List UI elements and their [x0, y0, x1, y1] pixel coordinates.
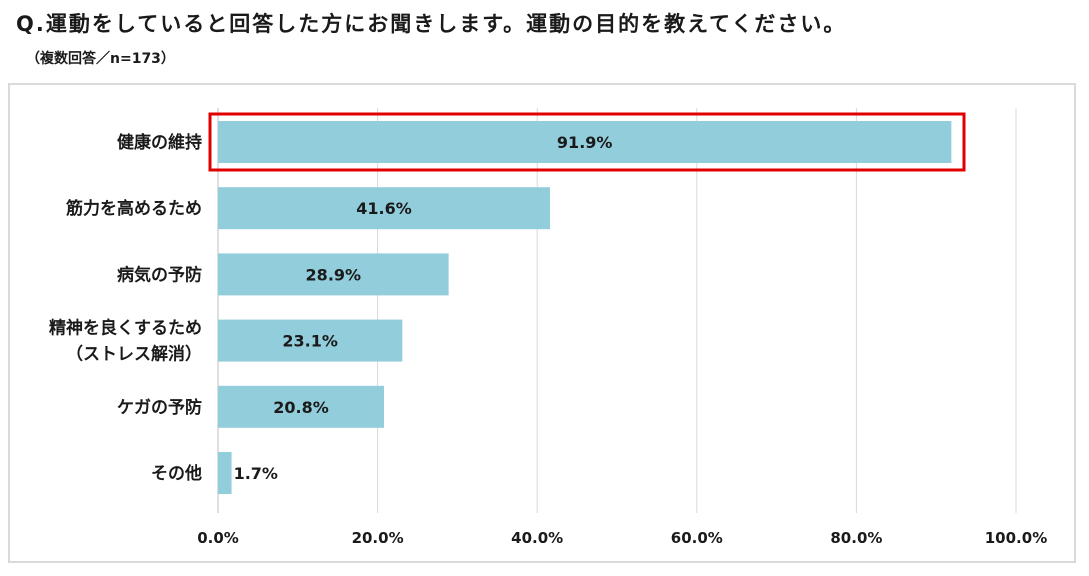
data-label-4: 20.8%	[273, 398, 329, 417]
data-label-5: 1.7%	[234, 464, 278, 483]
category-label-1: 筋力を高めるため	[65, 198, 202, 219]
x-tick-label-60: 60.0%	[671, 529, 723, 547]
x-tick-label-40: 40.0%	[511, 529, 563, 547]
bar-3	[218, 319, 403, 362]
x-tick-label-20: 20.0%	[352, 529, 404, 547]
highlight-box	[208, 112, 966, 172]
chart-title: Q.運動をしていると回答した方にお聞きします。運動の目的を教えてください。	[16, 12, 847, 36]
category-label-3: 精神を良くするため（ストレス解消）	[49, 318, 202, 365]
chart-subtitle: （複数回答／n=173）	[26, 51, 175, 67]
data-label-0: 91.9%	[557, 133, 613, 152]
x-tick-label-100: 100.0%	[985, 529, 1047, 547]
x-tick-label-80: 80.0%	[830, 529, 882, 547]
bar-5	[218, 452, 232, 494]
x-tick-label-0: 0.0%	[197, 529, 239, 547]
data-label-2: 28.9%	[306, 265, 362, 284]
bar-1	[218, 187, 550, 230]
bar-2	[218, 253, 449, 296]
category-label-0: 健康の維持	[117, 132, 202, 153]
chart-frame	[8, 83, 1076, 563]
data-label-3: 23.1%	[282, 332, 338, 351]
category-label-2: 病気の予防	[117, 264, 202, 285]
category-label-4: ケガの予防	[117, 397, 202, 418]
bar-4	[218, 385, 384, 428]
data-label-1: 41.6%	[356, 199, 412, 218]
category-label-5: その他	[151, 463, 202, 484]
bar-0	[218, 121, 952, 163]
